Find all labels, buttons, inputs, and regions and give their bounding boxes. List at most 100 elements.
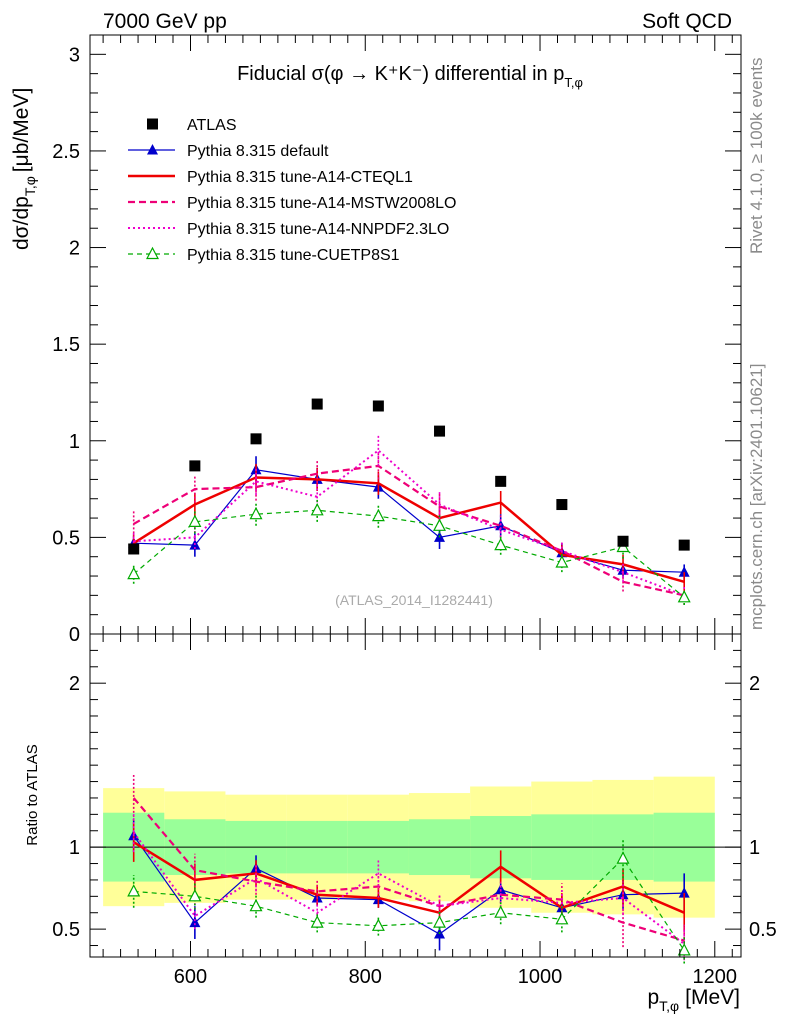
series-line	[133, 509, 685, 598]
data-point	[249, 506, 263, 520]
x-axis-label: pT,φ [MeV]	[647, 986, 740, 1014]
mcplots-label: mcplots.cern.ch [arXiv:2401.10621]	[747, 364, 766, 630]
legend-atlas-label: ATLAS	[187, 117, 237, 134]
y-tick-label: 1.5	[52, 334, 80, 356]
ratio-frame	[89, 633, 742, 958]
atlas-point	[311, 398, 323, 410]
atlas-point	[556, 499, 568, 511]
x-tick-label: 1000	[518, 966, 563, 988]
data-point	[188, 514, 202, 528]
atlas-point	[495, 475, 507, 487]
data-point	[433, 518, 446, 531]
atlas-point	[372, 400, 384, 412]
y-axis-label-unit: [μb/MeV]	[10, 88, 33, 172]
ratio-y-tick-label-left: 0.5	[52, 919, 80, 941]
header-left: 7000 GeV pp	[103, 10, 227, 33]
series-line	[133, 449, 685, 597]
y-axis-label: dσ/dpT,φ [μb/MeV]	[10, 88, 38, 250]
legend-label-3: Pythia 8.315 tune-A14-NNPDF2.3LO	[187, 221, 449, 238]
main-axis-ticks: 0 0.5 1 1.5 2 2.5 3	[52, 35, 741, 646]
series-4	[127, 498, 691, 606]
watermark: (ATLAS_2014_I1282441)	[335, 592, 493, 608]
atlas-point	[189, 460, 201, 472]
ratio-content	[90, 775, 741, 964]
ratio-y-tick-label-right: 1	[749, 837, 760, 859]
data-point	[127, 566, 141, 580]
series-2	[132, 452, 686, 606]
y-tick-label: 2.5	[52, 141, 80, 163]
chart-title-var: p	[553, 63, 564, 85]
ratio-point	[678, 887, 690, 898]
main-plot: (ATLAS_2014_I1282441) ATLAS Pythia 8.315 …	[52, 34, 742, 646]
series-3	[132, 434, 686, 606]
legend-label-2: Pythia 8.315 tune-A14-MSTW2008LO	[187, 195, 456, 212]
x-axis-label-sub: T,φ	[659, 998, 679, 1014]
ratio-point	[433, 915, 446, 928]
atlas-point	[617, 535, 629, 547]
data-point	[310, 503, 324, 516]
ratio-line	[132, 797, 685, 942]
ratio-point	[310, 915, 324, 928]
ratio-axis-label: Ratio to ATLAS	[24, 744, 41, 845]
atlas-point	[434, 425, 446, 437]
legend-label-4: Pythia 8.315 tune-CUETP8S1	[187, 247, 400, 264]
chart-title: Fiducial σ(φ → K⁺K⁻) differential in pT,…	[237, 63, 583, 90]
legend: ATLAS Pythia 8.315 default Pythia 8.315 tu…	[128, 117, 456, 264]
series-line	[133, 469, 685, 573]
ratio-point	[189, 916, 201, 928]
ratio-y-tick-label-right: 2	[749, 673, 760, 695]
series-line	[133, 476, 685, 584]
ratio-point	[616, 851, 630, 864]
data-point	[555, 555, 569, 568]
chart-title-text: Fiducial σ(φ → K⁺K⁻) differential in	[237, 63, 548, 85]
ratio-point	[494, 905, 508, 918]
x-tick-label: 600	[174, 966, 207, 988]
x-axis-label-main: p	[647, 986, 659, 1009]
legend-marker-0	[147, 144, 158, 155]
x-tick-label: 1200	[693, 966, 738, 988]
y-axis-label-sub: T,φ	[22, 176, 38, 196]
rivet-label: Rivet 4.1.0, ≥ 100k events	[747, 58, 766, 254]
atlas-data	[128, 398, 690, 555]
ratio-y-tick-label-left: 1	[69, 837, 80, 859]
atlas-point	[128, 543, 140, 555]
data-point	[678, 566, 690, 577]
x-axis-label-unit: [MeV]	[685, 986, 740, 1009]
chart-title-sub: T,φ	[564, 75, 583, 90]
ratio-line	[132, 831, 685, 945]
legend-label-0: Pythia 8.315 default	[187, 143, 329, 160]
ratio-point	[249, 898, 263, 912]
ratio-point	[555, 912, 569, 925]
data-point	[494, 537, 508, 551]
x-tick-label: 800	[349, 966, 382, 988]
ratio-y-tick-label-left: 2	[69, 673, 80, 695]
y-axis-label-main: dσ/dp	[10, 196, 33, 250]
series-1	[132, 463, 686, 592]
ratio-axis-ticks: 0.5 0.5 1 1 2 2 600 800 1000 1200	[52, 633, 777, 988]
series-line	[133, 464, 685, 597]
y-tick-label: 1	[69, 431, 80, 453]
y-tick-label: 0	[69, 624, 80, 646]
atlas-point	[250, 433, 262, 445]
legend-label-1: Pythia 8.315 tune-A14-CTEQL1	[187, 169, 413, 186]
y-tick-label: 2	[69, 238, 80, 260]
main-content	[127, 398, 691, 606]
data-point	[371, 508, 385, 522]
ratio-point	[127, 884, 141, 897]
ratio-point	[677, 943, 691, 956]
legend-marker-4	[146, 246, 159, 260]
y-tick-label: 3	[69, 44, 80, 66]
legend-atlas-marker	[147, 118, 158, 130]
atlas-point	[678, 539, 690, 551]
ratio-plot: 0.5 0.5 1 1 2 2 600 800 1000 1200	[52, 633, 777, 988]
header-right: Soft QCD	[642, 10, 732, 33]
ratio-series-4	[127, 838, 691, 964]
ratio-point	[188, 889, 202, 902]
ratio-line	[133, 857, 685, 951]
ratio-y-tick-label-right: 0.5	[749, 919, 777, 941]
data-point	[677, 590, 691, 603]
ratio-point	[371, 918, 385, 931]
ratio-point	[495, 883, 507, 895]
y-tick-label: 0.5	[52, 527, 80, 549]
